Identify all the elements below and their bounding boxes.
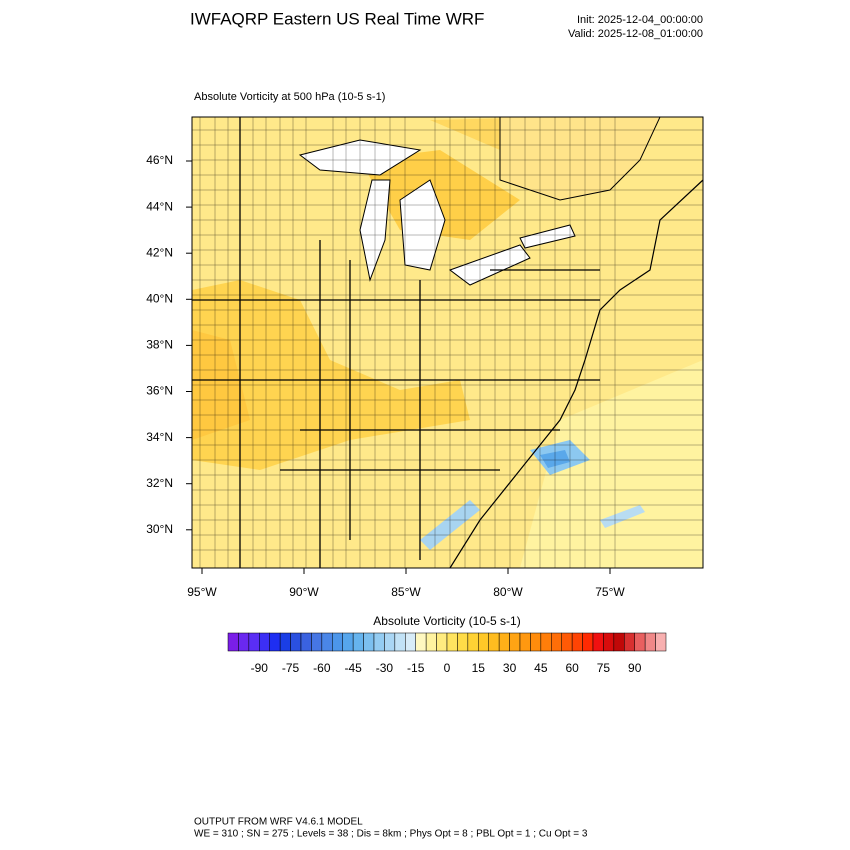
colorbar: -90 -75 -60 -45 -30 -15 0 15 30 45 60 75 90 [227, 632, 667, 675]
colorbar-label: 0 [444, 661, 451, 675]
lon-label: 95°W [187, 585, 217, 599]
colorbar-swatch [467, 632, 479, 652]
colorbar-swatch [519, 632, 531, 652]
colorbar-swatch [227, 632, 239, 652]
colorbar-swatch [457, 632, 469, 652]
colorbar-swatch [352, 632, 364, 652]
footer-line: OUTPUT FROM WRF V4.6.1 MODEL [194, 817, 363, 828]
colorbar-swatch [498, 632, 510, 652]
colorbar-swatch [321, 632, 333, 652]
colorbar-label: -90 [251, 661, 269, 675]
lon-label: 85°W [391, 585, 421, 599]
lat-label: 46°N [146, 153, 173, 167]
colorbar-swatch [530, 632, 542, 652]
colorbar-label: 90 [628, 661, 642, 675]
colorbar-swatch [363, 632, 375, 652]
colorbar-swatch [259, 632, 270, 652]
colorbar-label: -15 [407, 661, 425, 675]
colorbar-swatch [478, 632, 489, 652]
colorbar-swatch [655, 632, 667, 652]
colorbar-swatch [624, 632, 635, 652]
lat-label: 30°N [146, 522, 173, 536]
colorbar-label: 15 [472, 661, 486, 675]
colorbar-swatch [332, 632, 343, 652]
footer-line: WE = 310 ; SN = 275 ; Levels = 38 ; Dis … [194, 829, 588, 840]
colorbar-swatch [415, 632, 427, 652]
lon-labels: 95°W 90°W 85°W 80°W 75°W [187, 568, 625, 599]
colorbar-swatch [300, 632, 312, 652]
colorbar-swatch [248, 632, 260, 652]
colorbar-label: -75 [282, 661, 300, 675]
colorbar-swatch [279, 632, 291, 652]
colorbar-swatch [290, 632, 302, 652]
colorbar-swatch [561, 632, 573, 652]
colorbar-swatch [436, 632, 448, 652]
colorbar-swatch [384, 632, 396, 652]
map-frame [191, 116, 704, 569]
lat-label: 36°N [146, 384, 173, 398]
colorbar-swatch [238, 632, 250, 652]
colorbar-swatch [551, 632, 562, 652]
colorbar-swatch [582, 632, 594, 652]
lat-label: 40°N [146, 291, 173, 305]
colorbar-swatch [603, 632, 615, 652]
colorbar-swatch [425, 632, 437, 652]
colorbar-swatch [634, 632, 646, 652]
lon-label: 75°W [595, 585, 625, 599]
map-title: Absolute Vorticity at 500 hPa (10-5 s-1) [194, 91, 385, 103]
colorbar-label: -60 [313, 661, 331, 675]
colorbar-label: 60 [565, 661, 579, 675]
lon-label: 80°W [493, 585, 523, 599]
colorbar-swatch [540, 632, 552, 652]
colorbar-swatch [571, 632, 583, 652]
colorbar-swatch [446, 632, 458, 652]
colorbar-swatch [405, 632, 416, 652]
colorbar-swatch [373, 632, 385, 652]
lat-label: 34°N [146, 430, 173, 444]
init-time: Init: 2025-12-04_00:00:00 [577, 14, 703, 26]
title: IWFAQRP Eastern US Real Time WRF [190, 9, 484, 28]
colorbar-swatch [592, 632, 604, 652]
colorbar-swatch [488, 632, 500, 652]
lat-label: 44°N [146, 199, 173, 213]
lat-labels: 46°N 44°N 42°N 40°N 38°N 36°N 34°N 32°N 30°N [146, 153, 192, 536]
colorbar-label: 75 [597, 661, 611, 675]
colorbar-label: 30 [503, 661, 517, 675]
colorbar-swatch [644, 632, 656, 652]
colorbar-swatch [613, 632, 625, 652]
colorbar-swatch [394, 632, 406, 652]
lon-label: 90°W [289, 585, 319, 599]
colorbar-swatch [311, 632, 323, 652]
valid-time: Valid: 2025-12-08_01:00:00 [568, 28, 703, 40]
colorbar-label: -45 [344, 661, 362, 675]
map [192, 117, 703, 568]
colorbar-label: 45 [534, 661, 548, 675]
lat-label: 38°N [146, 338, 173, 352]
lat-label: 32°N [146, 476, 173, 490]
colorbar-title: Absolute Vorticity (10-5 s-1) [373, 614, 520, 628]
colorbar-swatch [509, 632, 521, 652]
colorbar-swatch [269, 632, 281, 652]
colorbar-swatch [342, 632, 354, 652]
colorbar-label: -30 [376, 661, 394, 675]
lat-label: 42°N [146, 245, 173, 259]
